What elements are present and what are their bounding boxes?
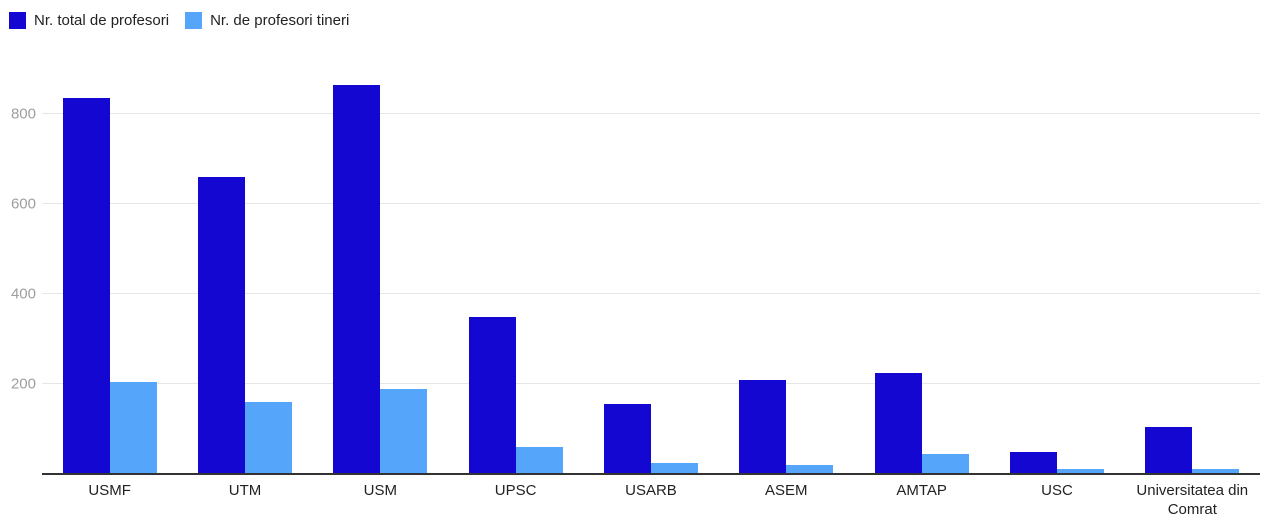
bar-groups xyxy=(42,69,1260,474)
bar-tineri[interactable] xyxy=(921,453,969,474)
x-axis-label: UTM xyxy=(228,482,262,499)
gridline xyxy=(42,203,1260,205)
bar-group xyxy=(854,69,989,474)
gridline xyxy=(42,383,1260,384)
bar-total[interactable] xyxy=(62,98,110,474)
bar-total[interactable] xyxy=(1145,426,1193,474)
legend-label: Nr. total de profesori xyxy=(34,12,170,29)
bar-total[interactable] xyxy=(739,379,787,474)
x-axis-label: USM xyxy=(363,482,397,499)
bar-tineri[interactable] xyxy=(515,447,563,474)
bar-group xyxy=(313,69,448,474)
x-axis-label: USC xyxy=(1041,482,1073,499)
bar-tineri[interactable] xyxy=(109,381,157,474)
bar-total[interactable] xyxy=(1009,452,1057,474)
legend-swatch xyxy=(185,12,203,29)
x-axis-label: USMF xyxy=(88,482,131,499)
y-axis-tick-label: 200 xyxy=(10,375,36,393)
bar-tineri[interactable] xyxy=(786,465,834,474)
y-axis-tick-label: 800 xyxy=(10,105,36,123)
legend-label: Nr. de profesori tineri xyxy=(210,12,350,29)
bar-total[interactable] xyxy=(468,316,516,474)
bar-group xyxy=(448,69,583,474)
x-axis-label: Universitatea din Comrat xyxy=(1136,482,1249,518)
bar-group xyxy=(177,69,312,474)
bar-group xyxy=(583,69,718,474)
legend-item: Nr. total de profesori xyxy=(9,12,169,29)
legend-item: Nr. de profesori tineri xyxy=(185,12,349,29)
legend-swatch xyxy=(9,12,26,29)
gridline xyxy=(42,293,1260,294)
y-axis-tick-label: 600 xyxy=(10,195,36,213)
y-axis-tick-label: 400 xyxy=(10,285,36,303)
bar-tineri[interactable] xyxy=(650,462,698,474)
bar-total[interactable] xyxy=(333,84,381,474)
y-axis: 200 400 600 800 xyxy=(0,69,36,474)
chart-legend: Nr. total de profesori Nr. de profesori t… xyxy=(9,12,349,29)
x-axis-label: UPSC xyxy=(494,482,537,499)
bar-group xyxy=(42,69,177,474)
bar-total[interactable] xyxy=(874,372,922,474)
gridline xyxy=(42,113,1260,114)
bar-tineri[interactable] xyxy=(380,388,428,474)
bar-tineri[interactable] xyxy=(1056,468,1104,474)
x-axis-label: AMTAP xyxy=(896,482,947,499)
bar-group xyxy=(1125,69,1260,474)
bar-group xyxy=(719,69,854,474)
x-axis-label: USARB xyxy=(625,482,677,499)
bar-tineri[interactable] xyxy=(1192,468,1240,474)
bar-total[interactable] xyxy=(197,177,245,474)
x-axis-label: ASEM xyxy=(765,482,808,499)
bar-tineri[interactable] xyxy=(244,402,292,474)
bar-group xyxy=(989,69,1124,474)
bar-total[interactable] xyxy=(603,404,651,474)
x-axis-labels: USMF UTM USM UPSC USARB ASEM AMTAP USC Universit… xyxy=(42,481,1260,519)
x-axis-line xyxy=(42,473,1260,475)
plot-area xyxy=(42,69,1260,475)
